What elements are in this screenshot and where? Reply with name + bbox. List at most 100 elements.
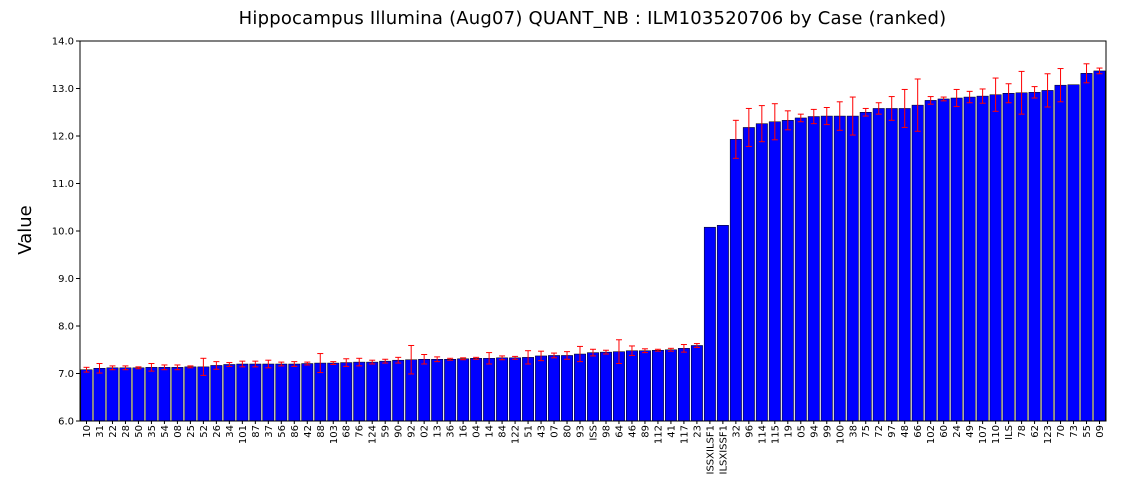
x-tick-label-50: 50 [134,425,145,438]
y-tick-label: 13.0 [52,84,74,95]
x-tick-label-78: 78 [1017,425,1028,438]
x-tick-label-62: 62 [1030,425,1041,438]
error-bar-122 [512,355,519,360]
error-bar-86 [291,361,298,367]
x-tick-label-14: 14 [485,425,496,438]
bar-73 [1067,84,1080,422]
bar-90 [392,359,405,422]
error-bar-35 [148,363,155,372]
bar-24 [950,97,963,422]
x-tick-label-100: 100 [835,425,846,444]
bar-99 [820,115,833,422]
bar-112 [651,349,664,422]
error-bars-layer [83,63,1103,376]
error-bar-46 [628,345,635,356]
error-bar-84 [499,355,506,361]
x-tick-label-07: 07 [550,425,561,438]
bar-115 [768,121,781,422]
error-bar-102 [927,96,934,105]
error-bar-38 [849,96,856,136]
error-bar-55 [1083,63,1090,84]
error-bar-09 [1096,67,1103,75]
labels-layer: 6.07.08.09.010.011.012.013.014.010 31 22 28… [52,37,1106,475]
error-bar-99 [823,107,830,126]
error-bar-36 [447,357,454,361]
error-bar-60 [940,96,947,102]
error-bar-ILS [1005,83,1012,104]
error-bar-42 [304,361,311,366]
x-tick-label-90: 90 [394,425,405,438]
x-tick-label-ISSXILSF1: ISSXILSF1 [705,425,716,474]
x-tick-label-09: 09 [1095,425,1106,438]
bar-102 [924,100,937,422]
error-bar-56 [278,361,285,367]
error-bar-48 [901,88,908,128]
bar-103 [327,362,340,422]
error-bar-66 [914,78,921,132]
x-tick-label-46: 46 [627,425,638,438]
x-tick-label-ILSXISSF1: ILSXISSF1 [718,425,729,474]
bar-101 [236,363,249,422]
error-bar-05 [797,113,804,123]
bar-22 [106,367,119,422]
bar-16 [457,358,470,422]
x-tick-label-ISS: ISS [589,425,600,441]
x-tick-label-110: 110 [991,425,1002,444]
bar-117 [677,348,690,422]
error-bar-41 [667,347,674,352]
error-bar-75 [862,107,869,117]
x-tick-label-59: 59 [381,425,392,438]
x-tick-label-36: 36 [446,425,457,438]
x-tick-label-26: 26 [212,425,223,438]
bar-08 [171,367,184,422]
x-tick-label-25: 25 [186,425,197,438]
y-tick-label: 8.0 [58,322,74,333]
x-tick-label-94: 94 [809,425,820,438]
error-bar-49 [966,90,973,104]
x-tick-label-37: 37 [264,425,275,438]
error-bar-24 [953,88,960,108]
error-bar-98 [602,349,609,355]
bar-68 [340,362,353,422]
bar-122 [509,357,522,422]
x-tick-label-89: 89 [640,425,651,438]
x-tick-label-52: 52 [199,425,210,438]
bar-43 [535,355,547,422]
x-tick-label-70: 70 [1056,425,1067,438]
bar-34 [223,364,236,422]
error-bar-32 [732,119,739,159]
x-tick-label-66: 66 [913,425,924,438]
x-tick-label-112: 112 [653,425,664,444]
bar-55 [1080,73,1093,422]
x-tick-label-28: 28 [121,425,132,438]
y-tick-label: 12.0 [52,132,74,143]
x-tick-label-54: 54 [160,425,171,438]
x-tick-label-103: 103 [329,425,340,444]
bars-layer [80,70,1106,422]
bar-25 [184,366,197,422]
x-tick-label-43: 43 [537,425,548,438]
error-bar-31 [96,363,103,374]
error-bar-51 [525,350,532,365]
bar-80 [561,355,573,422]
error-bar-87 [252,360,259,368]
bar-10 [80,369,93,422]
bar-124 [366,361,379,422]
error-bar-28 [122,365,129,371]
error-bar-25 [187,365,194,369]
bar-98 [600,351,612,422]
bar-94 [807,116,820,422]
error-bar-112 [654,348,661,352]
bar-59 [379,360,392,422]
error-bar-115 [771,103,778,141]
x-tick-label-101: 101 [238,425,249,444]
axes-layer [76,40,1107,424]
y-tick-label: 6.0 [58,417,74,428]
x-tick-label-73: 73 [1069,425,1080,438]
x-tick-label-76: 76 [355,425,366,438]
error-bar-78 [1018,70,1025,115]
error-bar-16 [460,357,467,361]
bar-07 [548,355,560,422]
bar-23 [690,345,703,422]
